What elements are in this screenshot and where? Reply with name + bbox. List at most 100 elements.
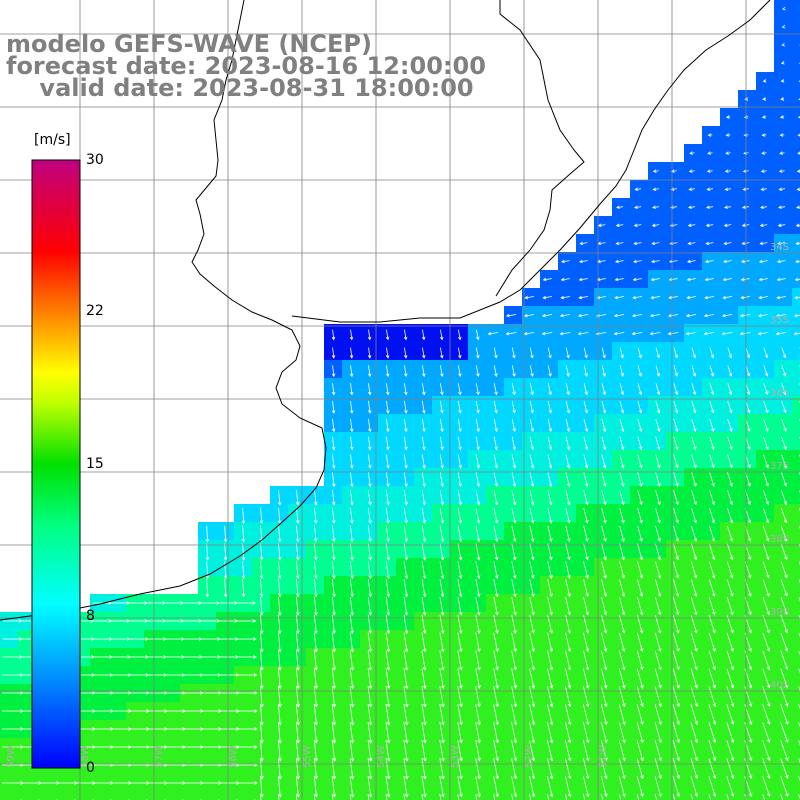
wind-arrow — [439, 650, 445, 671]
wind-arrow — [760, 187, 767, 191]
wind-arrow — [689, 151, 695, 155]
wind-arrow — [547, 436, 553, 451]
wind-arrow — [763, 401, 769, 414]
wind-arrow — [511, 436, 517, 451]
wind-arrow — [780, 776, 789, 797]
wind-arrow — [367, 365, 372, 378]
wind-arrow — [403, 507, 408, 524]
wind-arrow — [672, 740, 680, 762]
wind-arrow — [236, 691, 258, 695]
wind-arrow — [762, 686, 771, 707]
wind-arrow — [704, 277, 714, 282]
wind-arrow — [633, 241, 642, 246]
wind-arrow — [205, 525, 210, 543]
wind-arrow — [668, 277, 678, 282]
wind-arrow — [618, 776, 626, 798]
wind-arrow — [781, 365, 787, 377]
wind-arrow — [619, 472, 625, 488]
wind-arrow — [565, 400, 571, 414]
wind-arrow — [349, 490, 354, 506]
wind-arrow — [385, 650, 391, 671]
wind-arrow — [793, 331, 800, 336]
wind-arrow — [277, 686, 282, 708]
wind-arrow — [475, 579, 481, 598]
wind-arrow — [600, 722, 608, 744]
wind-arrow — [457, 561, 463, 579]
wind-arrow — [439, 776, 445, 798]
wind-arrow — [601, 579, 608, 598]
wind-arrow — [601, 561, 607, 579]
wind-arrow — [313, 721, 319, 744]
wind-arrow — [600, 758, 608, 780]
wind-arrow — [615, 241, 624, 246]
wind-arrow — [529, 758, 536, 780]
wind-arrow — [601, 454, 607, 469]
wind-arrow — [601, 472, 607, 488]
wind-arrow — [673, 525, 680, 542]
wind-arrow — [655, 525, 661, 543]
wind-arrow — [367, 776, 373, 798]
wind-arrow — [637, 400, 643, 414]
wind-arrow — [655, 561, 662, 579]
wind-arrow — [762, 722, 771, 744]
wind-arrow — [511, 490, 517, 506]
wind-arrow — [260, 775, 264, 798]
wind-arrow — [673, 365, 679, 377]
wind-arrow — [236, 745, 258, 749]
wind-arrow — [542, 277, 552, 282]
wind-arrow — [673, 490, 679, 506]
wind-arrow — [565, 418, 571, 433]
wind-arrow — [349, 740, 355, 762]
speed-cell — [288, 792, 306, 800]
wind-arrow — [565, 597, 571, 616]
wind-arrow — [529, 383, 534, 396]
wind-arrow — [403, 794, 406, 800]
wind-arrow — [687, 223, 696, 228]
wind-arrow — [781, 454, 787, 469]
wind-arrow — [721, 313, 733, 318]
speed-cell — [594, 792, 612, 800]
wind-arrow — [457, 490, 463, 506]
wind-arrow — [797, 115, 800, 119]
wind-arrow — [260, 668, 264, 690]
wind-arrow — [529, 472, 535, 488]
wind-arrow — [672, 668, 680, 689]
wind-arrow — [439, 668, 445, 690]
wind-arrow — [367, 722, 373, 744]
wind-arrow — [565, 650, 572, 671]
wind-arrow — [725, 115, 731, 119]
wind-arrow — [726, 794, 730, 800]
wind-arrow — [601, 383, 607, 396]
wind-arrow — [367, 650, 373, 671]
wind-arrow — [601, 436, 607, 451]
wind-arrow — [636, 794, 640, 800]
wind-arrow — [475, 668, 481, 690]
wind-arrow — [332, 490, 336, 506]
wind-arrow — [672, 686, 680, 708]
wind-arrow — [403, 347, 408, 359]
wind-arrow — [673, 472, 679, 487]
wind-arrow — [511, 561, 517, 579]
wind-arrow — [475, 329, 480, 341]
wind-arrow — [637, 525, 643, 543]
wind-arrow — [709, 347, 715, 359]
wind-arrow — [421, 490, 426, 506]
wind-arrow — [493, 704, 500, 726]
wind-arrow — [781, 401, 787, 414]
wind-arrow — [762, 758, 771, 780]
wind-arrow — [708, 561, 716, 579]
wind-arrow — [618, 758, 626, 780]
wind-arrow — [475, 776, 481, 798]
wind-arrow — [672, 722, 680, 744]
wind-arrow — [349, 418, 354, 433]
wind-arrow — [721, 331, 733, 336]
wind-arrow — [614, 277, 624, 282]
wind-arrow — [614, 295, 624, 300]
wind-arrow — [672, 758, 680, 780]
wind-arrow — [385, 436, 390, 451]
wind-arrow — [331, 436, 336, 451]
wind-arrow — [726, 525, 734, 542]
speed-cell — [486, 792, 504, 800]
wind-arrow — [457, 347, 462, 359]
wind-arrow — [691, 507, 697, 524]
